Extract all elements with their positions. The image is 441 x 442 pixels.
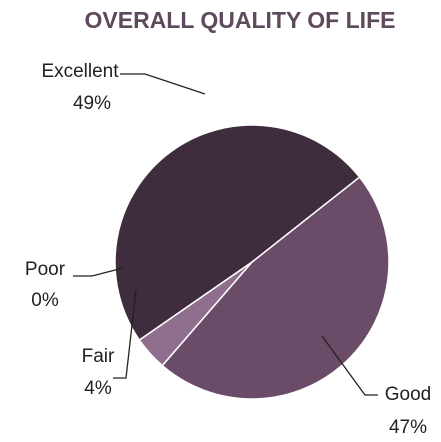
category-label: Good (385, 384, 431, 405)
category-label: Excellent (41, 61, 119, 82)
leader-line (120, 73, 206, 95)
leader-line (321, 335, 378, 396)
category-label: Fair (82, 346, 115, 367)
leader-line (73, 267, 124, 277)
value-label: 4% (84, 378, 112, 399)
pie-slice (161, 176, 390, 400)
value-label: 0% (31, 290, 59, 311)
value-label: 49% (73, 93, 111, 114)
value-label: 47% (389, 417, 427, 438)
pie-slice (114, 124, 361, 342)
chart-title: OVERALL QUALITY OF LIFE (85, 7, 396, 33)
category-label: Poor (25, 259, 66, 280)
leader-line (113, 289, 137, 379)
